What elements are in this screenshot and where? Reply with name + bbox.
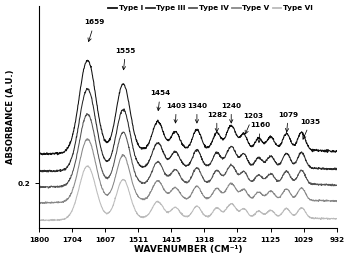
Text: 1035: 1035: [301, 119, 321, 139]
Text: 1160: 1160: [250, 122, 271, 142]
Text: 1282: 1282: [207, 112, 227, 132]
Y-axis label: ABSORBANCE (A.U.): ABSORBANCE (A.U.): [6, 69, 15, 164]
Text: 1079: 1079: [278, 112, 298, 132]
Legend: Type I, Type III, Type IV, Type V, Type VI: Type I, Type III, Type IV, Type V, Type …: [108, 5, 313, 11]
Text: 1454: 1454: [150, 90, 170, 110]
X-axis label: WAVENUMBER (CM⁻¹): WAVENUMBER (CM⁻¹): [134, 245, 242, 255]
Text: 1240: 1240: [221, 103, 241, 123]
Text: 1403: 1403: [166, 103, 186, 123]
Text: 1555: 1555: [116, 48, 136, 70]
Text: 1340: 1340: [187, 103, 207, 123]
Text: 1203: 1203: [243, 113, 263, 134]
Text: 1659: 1659: [84, 20, 105, 42]
